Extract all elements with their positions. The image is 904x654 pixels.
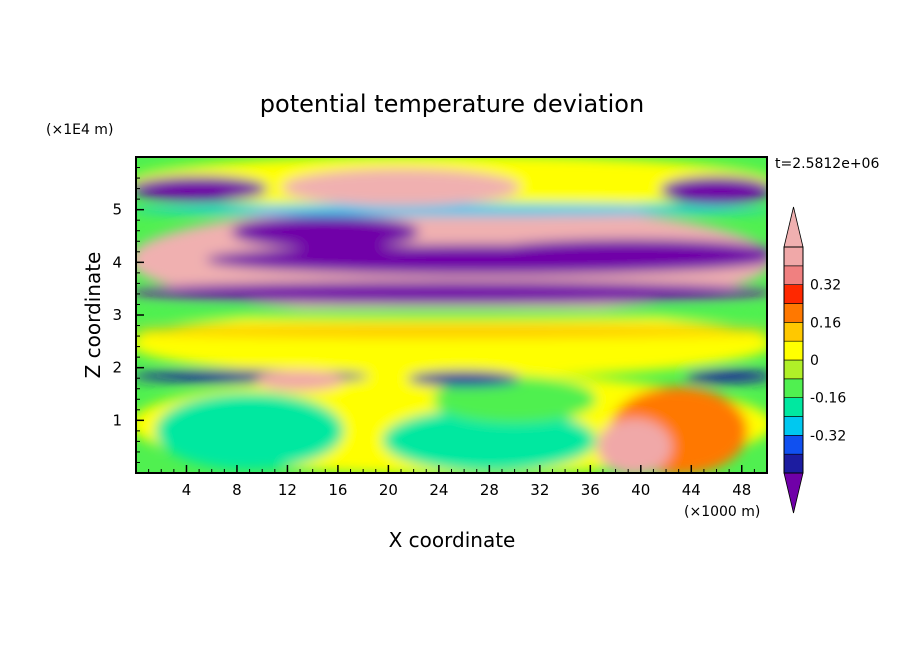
x-axis-label: X coordinate	[389, 528, 516, 552]
y-tick-label: 5	[112, 201, 122, 219]
x-tick-label: 36	[581, 481, 600, 499]
x-tick-label: 48	[732, 481, 751, 499]
contour-field	[136, 157, 767, 473]
x-tick-label: 12	[278, 481, 297, 499]
colorbar-band	[783, 303, 804, 323]
colorbar-band	[783, 378, 804, 398]
colorbar-tick-label: -0.16	[810, 391, 846, 407]
plot-area	[136, 157, 767, 473]
y-axis-label: Z coordinate	[81, 252, 105, 379]
y-axis: 1 2 3 4 5	[112, 167, 144, 463]
field-region	[136, 324, 767, 339]
x-unit-label: (×1000 m)	[684, 504, 760, 520]
colorbar-band	[783, 265, 804, 285]
field-region	[136, 307, 767, 320]
field-region	[660, 176, 767, 204]
x-tick-label: 8	[232, 481, 242, 499]
colorbar-band	[783, 416, 804, 436]
colorbar-tick-label: 0.16	[810, 315, 841, 331]
y-unit-label: (×1E4 m)	[46, 122, 113, 138]
colorbar-band	[783, 284, 804, 304]
colorbar-tick-label: 0.32	[810, 278, 841, 294]
y-tick-label: 2	[112, 359, 122, 377]
colorbar-band	[783, 322, 804, 342]
chart-title: potential temperature deviation	[260, 90, 644, 118]
x-tick-label: 24	[429, 481, 448, 499]
x-tick-label: 44	[682, 481, 701, 499]
colorbar-extend-max	[783, 206, 804, 248]
field-region	[596, 418, 673, 473]
colorbar-band	[783, 340, 804, 361]
field-region	[136, 203, 767, 216]
x-tick-label: 40	[631, 481, 650, 499]
colorbar-tick-label: 0	[810, 353, 819, 369]
field-region	[136, 176, 269, 202]
field-region	[382, 407, 597, 473]
y-tick-label: 4	[112, 253, 122, 271]
x-axis: 4 8 12 16 20 24 28 32 36 40 44 48	[148, 465, 755, 499]
colorbar-band	[783, 246, 804, 267]
x-tick-label: 16	[328, 481, 347, 499]
field-region	[155, 392, 344, 470]
colorbar-band	[783, 435, 804, 455]
colorbar-tick-label: -0.32	[810, 428, 846, 444]
field-region	[281, 168, 521, 207]
colorbar-frame	[783, 246, 804, 474]
field-region	[685, 369, 767, 383]
x-tick-label: 4	[182, 481, 192, 499]
field-region	[136, 281, 767, 304]
field-region	[432, 376, 597, 423]
field-region	[136, 310, 767, 378]
x-tick-label: 32	[530, 481, 549, 499]
field-region	[230, 215, 420, 249]
colorbar-band	[783, 397, 804, 417]
colorbar-extend-min	[783, 472, 804, 514]
x-tick-label: 28	[480, 481, 499, 499]
field-region	[256, 369, 344, 391]
field-region	[483, 239, 767, 265]
field-region	[407, 370, 521, 387]
colorbar-band	[783, 453, 804, 474]
colorbar-band	[783, 359, 804, 380]
y-tick-label: 1	[112, 411, 122, 429]
colorbar: 0.32 0.16 0 -0.16 -0.32	[783, 206, 846, 514]
y-tick-label: 3	[112, 306, 122, 324]
x-tick-label: 20	[379, 481, 398, 499]
time-label: t=2.5812e+06	[775, 156, 879, 172]
